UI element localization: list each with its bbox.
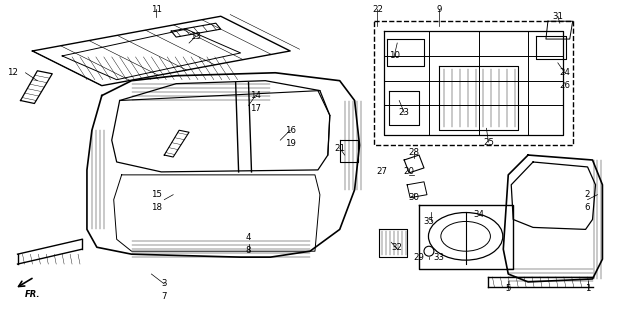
Text: 11: 11 <box>151 5 162 14</box>
Text: 26: 26 <box>559 81 570 90</box>
Text: 27: 27 <box>376 167 387 176</box>
Text: 19: 19 <box>285 139 295 148</box>
Text: 18: 18 <box>151 203 162 212</box>
Text: 2: 2 <box>585 190 590 199</box>
Text: 3: 3 <box>161 279 167 288</box>
Text: 28: 28 <box>408 148 420 156</box>
Text: 22: 22 <box>372 5 383 14</box>
Text: 16: 16 <box>285 126 295 135</box>
Text: 12: 12 <box>7 68 18 77</box>
Text: 14: 14 <box>250 91 261 100</box>
Text: 21: 21 <box>334 144 345 153</box>
Text: 5: 5 <box>506 284 511 293</box>
Text: 24: 24 <box>559 68 570 77</box>
Text: 29: 29 <box>413 253 425 262</box>
Text: 20: 20 <box>404 167 415 176</box>
Text: 13: 13 <box>190 32 201 41</box>
Text: 15: 15 <box>151 190 162 199</box>
Text: 6: 6 <box>585 203 590 212</box>
Text: 4: 4 <box>246 233 252 242</box>
Text: 10: 10 <box>389 52 400 60</box>
Text: 32: 32 <box>392 243 403 252</box>
Text: 7: 7 <box>161 292 167 301</box>
Text: 23: 23 <box>399 108 410 117</box>
Text: 35: 35 <box>423 217 434 226</box>
Text: 1: 1 <box>585 284 590 293</box>
Text: 33: 33 <box>433 253 444 262</box>
Text: 9: 9 <box>436 5 441 14</box>
Text: 25: 25 <box>483 138 494 147</box>
Text: 8: 8 <box>246 246 252 255</box>
Text: 30: 30 <box>408 193 420 202</box>
Text: 17: 17 <box>250 104 261 113</box>
Text: 31: 31 <box>552 12 564 21</box>
Text: 34: 34 <box>473 210 484 219</box>
Text: FR.: FR. <box>25 290 40 299</box>
